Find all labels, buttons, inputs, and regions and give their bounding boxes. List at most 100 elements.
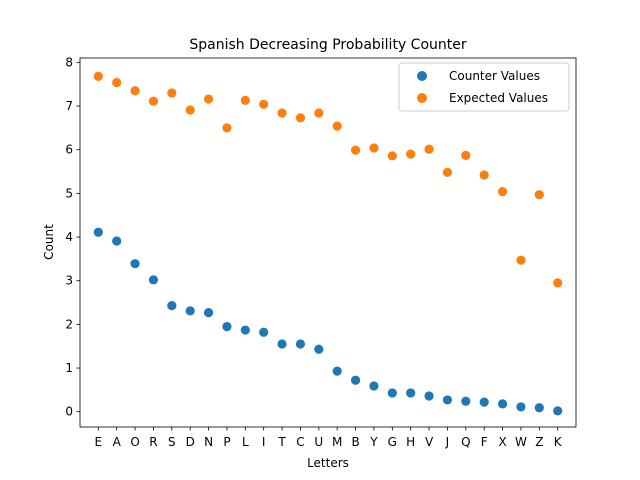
point-expected-values-X xyxy=(497,187,508,197)
x-tick-label: G xyxy=(388,435,397,449)
x-tick-label: N xyxy=(204,435,213,449)
point-expected-values-L xyxy=(240,95,250,105)
point-counter-values-N xyxy=(203,307,214,318)
point-expected-values-Z xyxy=(534,190,544,200)
point-counter-values-S xyxy=(167,301,177,311)
y-tick-label: 8 xyxy=(65,55,73,69)
point-expected-values-A xyxy=(112,77,122,88)
x-tick-label: A xyxy=(113,435,122,449)
point-counter-values-R xyxy=(148,275,159,285)
point-expected-values-Q xyxy=(461,150,471,160)
x-tick-label: H xyxy=(406,435,415,449)
point-expected-values-G xyxy=(387,151,397,161)
point-counter-values-Q xyxy=(461,396,471,406)
point-counter-values-D xyxy=(185,306,195,316)
point-expected-values-B xyxy=(350,145,361,155)
x-tick-label: U xyxy=(314,435,323,449)
point-expected-values-H xyxy=(406,149,416,159)
x-tick-label: M xyxy=(332,435,342,449)
x-tick-label: D xyxy=(186,435,195,449)
chart-title: Spanish Decreasing Probability Counter xyxy=(189,37,467,53)
data-points xyxy=(93,71,563,416)
point-counter-values-Z xyxy=(534,403,544,413)
point-expected-values-R xyxy=(148,96,159,106)
point-expected-values-V xyxy=(424,144,434,154)
point-expected-values-O xyxy=(130,86,140,96)
x-tick-label: F xyxy=(481,435,488,449)
point-expected-values-U xyxy=(314,108,324,118)
point-expected-values-Y xyxy=(369,143,379,153)
point-expected-values-P xyxy=(222,123,232,133)
x-tick-label: S xyxy=(168,435,176,449)
point-expected-values-C xyxy=(295,113,306,123)
point-counter-values-E xyxy=(93,227,103,237)
x-tick-label: T xyxy=(277,435,286,449)
point-counter-values-W xyxy=(516,402,526,412)
point-counter-values-A xyxy=(112,236,122,246)
point-counter-values-P xyxy=(222,321,232,332)
x-tick-label: R xyxy=(149,435,157,449)
y-axis-label: Count xyxy=(42,224,56,260)
point-counter-values-Y xyxy=(369,381,379,391)
point-expected-values-F xyxy=(479,170,489,180)
point-counter-values-H xyxy=(406,388,416,398)
x-tick-label: Q xyxy=(461,435,470,449)
point-counter-values-V xyxy=(424,391,434,401)
y-axis: 0 1 2 3 4 5 6 7 8 xyxy=(65,55,80,419)
point-counter-values-T xyxy=(277,339,287,349)
point-counter-values-U xyxy=(314,344,324,354)
x-tick-label: J xyxy=(445,435,450,449)
legend-box xyxy=(398,62,570,112)
x-axis-label: Letters xyxy=(307,456,349,470)
point-expected-values-W xyxy=(516,255,526,265)
point-expected-values-J xyxy=(442,167,453,178)
y-tick-label: 4 xyxy=(65,230,73,244)
point-counter-values-J xyxy=(442,395,453,405)
point-counter-values-B xyxy=(350,375,361,385)
x-tick-label: Z xyxy=(535,435,543,449)
x-tick-label: K xyxy=(554,435,563,449)
point-counter-values-G xyxy=(387,388,397,398)
point-expected-values-T xyxy=(277,108,287,118)
legend-label-counter-values: Counter Values xyxy=(449,69,540,83)
x-tick-label: B xyxy=(351,435,359,449)
legend: Counter Values Expected Values xyxy=(398,62,570,112)
x-tick-label: W xyxy=(515,435,527,449)
point-counter-values-M xyxy=(332,366,342,376)
x-tick-label: X xyxy=(498,435,506,449)
point-counter-values-C xyxy=(295,339,306,349)
point-counter-values-O xyxy=(130,259,140,269)
point-expected-values-D xyxy=(185,105,195,115)
y-tick-label: 2 xyxy=(65,317,73,331)
y-tick-label: 6 xyxy=(65,143,73,157)
point-counter-values-K xyxy=(553,406,563,416)
point-counter-values-F xyxy=(479,397,489,407)
point-expected-values-E xyxy=(93,71,103,81)
x-tick-label: I xyxy=(262,435,266,449)
point-counter-values-L xyxy=(240,325,250,335)
y-tick-label: 5 xyxy=(65,186,73,200)
y-tick-label: 1 xyxy=(65,361,73,375)
legend-marker-expected-values xyxy=(417,93,427,103)
point-expected-values-M xyxy=(332,121,342,131)
y-tick-label: 7 xyxy=(65,99,73,113)
x-tick-label: P xyxy=(223,435,230,449)
x-tick-label: V xyxy=(425,435,434,449)
point-expected-values-K xyxy=(553,278,563,288)
point-counter-values-X xyxy=(497,399,508,409)
y-tick-label: 3 xyxy=(65,274,73,288)
point-expected-values-N xyxy=(203,94,214,104)
x-tick-label: C xyxy=(296,435,304,449)
y-tick-label: 0 xyxy=(65,405,73,419)
x-tick-label: E xyxy=(95,435,103,449)
point-expected-values-S xyxy=(167,88,177,98)
point-counter-values-I xyxy=(259,327,269,337)
legend-marker-counter-values xyxy=(417,71,427,81)
x-tick-label: Y xyxy=(369,435,378,449)
point-expected-values-I xyxy=(259,99,269,109)
plot-frame xyxy=(79,57,577,428)
legend-label-expected-values: Expected Values xyxy=(449,91,548,105)
x-tick-label: O xyxy=(130,435,139,449)
